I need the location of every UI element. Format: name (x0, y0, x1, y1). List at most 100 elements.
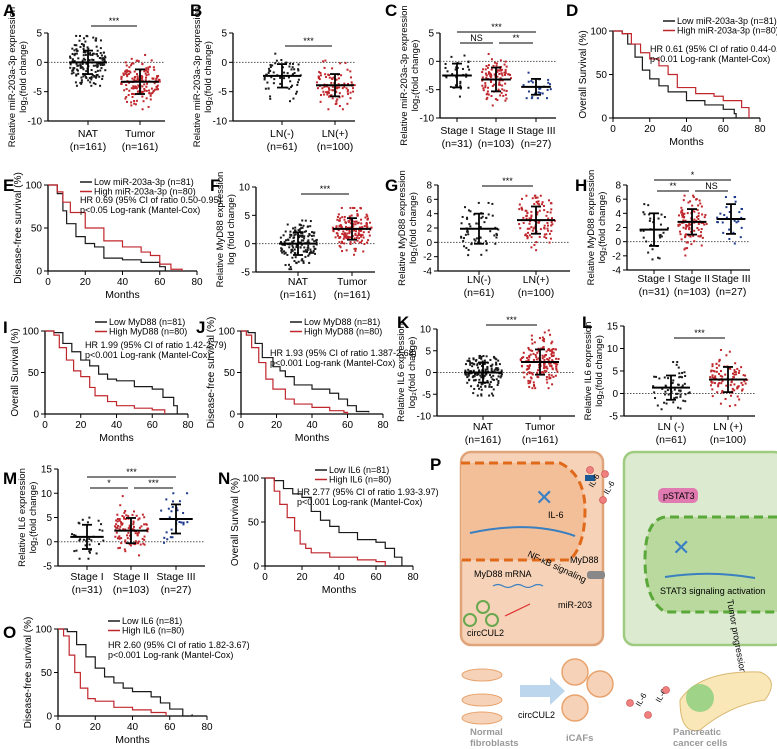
data-point (518, 203, 521, 206)
x-tick-label: 80 (201, 722, 213, 733)
data-point (458, 95, 461, 98)
data-point (304, 255, 307, 258)
data-point (494, 98, 497, 101)
data-point (115, 523, 118, 526)
data-point (461, 67, 464, 70)
data-point (651, 258, 654, 261)
data-point (82, 538, 85, 541)
data-point (302, 224, 305, 227)
data-point (311, 238, 314, 241)
data-point (307, 235, 310, 238)
data-point (315, 238, 318, 241)
data-point (738, 211, 741, 214)
data-point (681, 384, 684, 387)
data-point (344, 232, 347, 235)
data-point (490, 367, 493, 370)
data-point (660, 235, 663, 238)
data-point (663, 216, 666, 219)
data-point (364, 216, 367, 219)
data-point (123, 548, 126, 551)
category-n-label: (n=161) (280, 289, 316, 301)
y-tick-label: 5 (612, 367, 618, 378)
data-point (299, 241, 302, 244)
category-label: Tumor (125, 128, 155, 140)
data-point (499, 376, 502, 379)
data-point (550, 364, 553, 367)
data-point (468, 378, 471, 381)
data-point (361, 226, 364, 229)
y-tick-label: 5 (46, 513, 52, 524)
diagram-label: pSTAT3 (663, 491, 695, 501)
data-point (303, 230, 306, 233)
data-point (450, 55, 453, 58)
data-point (677, 224, 680, 227)
data-point (497, 88, 500, 91)
data-point (125, 100, 128, 103)
category-n-label: (n=161) (70, 141, 106, 153)
data-point (493, 369, 496, 372)
data-point (535, 249, 538, 252)
data-point (101, 75, 104, 78)
data-point (357, 229, 360, 232)
data-point (476, 362, 479, 365)
icaf-icon (561, 658, 589, 686)
data-point (666, 389, 669, 392)
data-point (678, 376, 681, 379)
data-point (338, 96, 341, 99)
data-point (365, 213, 368, 216)
data-point (141, 77, 144, 80)
data-point (125, 84, 128, 87)
data-point (354, 230, 357, 233)
data-point (353, 220, 356, 223)
data-point (733, 383, 736, 386)
y-tick-label: 6 (426, 195, 432, 206)
data-point (550, 208, 553, 211)
data-point (120, 521, 123, 524)
data-point (293, 260, 296, 263)
category-label: Stage I (637, 273, 670, 285)
data-point (679, 375, 682, 378)
data-point (291, 256, 294, 259)
data-point (699, 202, 702, 205)
data-point (288, 87, 291, 90)
data-point (300, 239, 303, 242)
data-point (533, 243, 536, 246)
data-point (142, 542, 145, 545)
data-point (85, 62, 88, 65)
data-point (472, 357, 475, 360)
data-point (487, 93, 490, 96)
data-point (155, 88, 158, 91)
data-point (698, 199, 701, 202)
data-point (353, 241, 356, 244)
x-tick-label: 0 (262, 572, 268, 583)
data-point (308, 253, 311, 256)
data-point (556, 370, 559, 373)
icaf-nucleus (461, 461, 587, 562)
data-point (718, 364, 721, 367)
data-point (527, 367, 530, 370)
data-point (499, 77, 502, 80)
data-point (165, 498, 168, 501)
data-point (468, 68, 471, 71)
legend-label: Low IL6 (n=81) (329, 465, 389, 475)
data-point (122, 72, 125, 75)
data-point (510, 77, 513, 80)
data-point (365, 241, 368, 244)
data-point (120, 523, 123, 526)
data-point (528, 234, 531, 237)
data-point (286, 223, 289, 226)
data-point (552, 375, 555, 378)
data-point (81, 66, 84, 69)
data-point (693, 218, 696, 221)
data-point (544, 354, 547, 357)
data-point (135, 87, 138, 90)
data-point (95, 45, 98, 48)
significance-label: NS (705, 181, 718, 191)
data-point (335, 226, 338, 229)
data-point (444, 66, 447, 69)
data-point (349, 70, 352, 73)
significance-label: *** (506, 315, 517, 325)
diagram-label: MyD88 mRNA (474, 569, 532, 579)
data-point (293, 236, 296, 239)
